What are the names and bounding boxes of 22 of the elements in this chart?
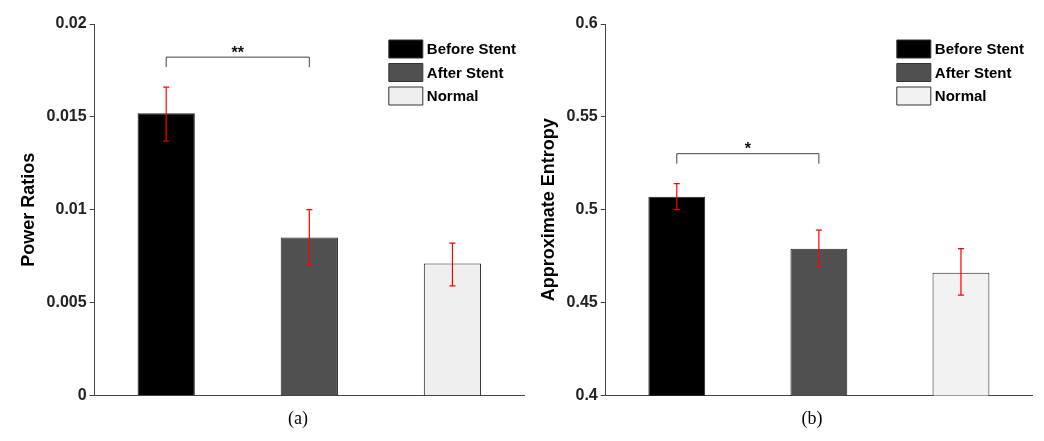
legend-label: Normal [426, 87, 479, 105]
y-tick-label: 0.5 [575, 200, 598, 218]
legend-label: Normal [934, 87, 987, 105]
legend-label: After Stent [426, 63, 504, 81]
y-axis-title: Power Ratios [17, 152, 38, 267]
y-tick-label: 0.6 [575, 14, 598, 32]
y-tick-label: 0.4 [575, 385, 598, 403]
annotation: * [744, 140, 752, 158]
text: (b) [800, 408, 824, 429]
legend-label: Before Stent [426, 40, 517, 58]
y-tick-label: 0.55 [566, 107, 598, 125]
text: (a) [287, 408, 309, 429]
y-tick-label: 0.45 [566, 292, 598, 310]
legend-label: Before Stent [934, 40, 1025, 58]
annotation: ** [231, 43, 245, 61]
y-axis-title: Approximate Entropy [537, 118, 558, 302]
y-tick-label: 0 [77, 385, 87, 403]
legend-label: After Stent [934, 63, 1012, 81]
y-tick-label: 0.005 [46, 292, 87, 310]
y-tick-label: 0.01 [55, 200, 87, 218]
y-tick-label: 0.02 [55, 14, 87, 32]
y-tick-label: 0.015 [46, 107, 87, 125]
